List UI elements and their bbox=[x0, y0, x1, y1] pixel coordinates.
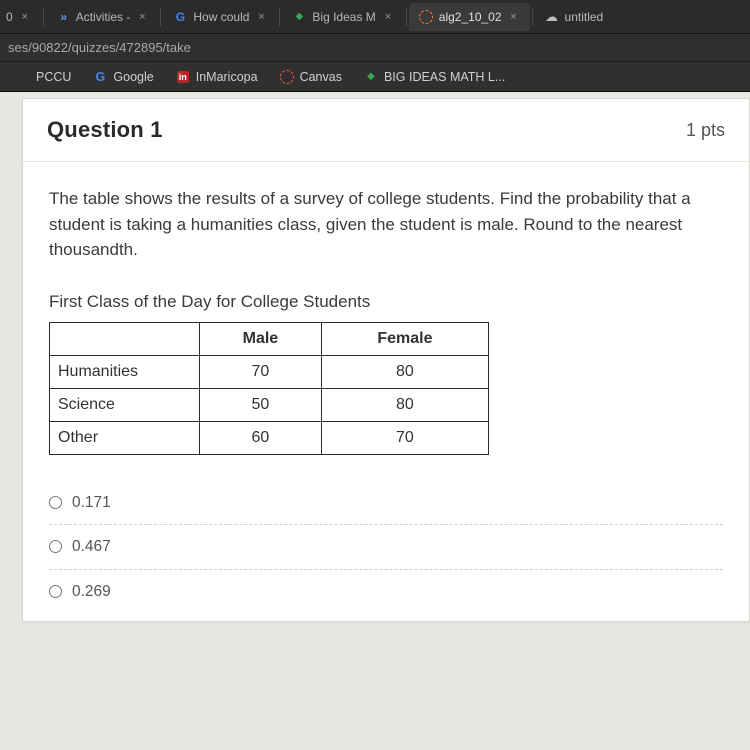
bookmark-item[interactable]: ◆ BIG IDEAS MATH L... bbox=[354, 66, 515, 88]
bookmarks-bar: PCCU G Google in InMaricopa Canvas ◆ BIG IDEAS … bbox=[0, 62, 750, 92]
table-row: Humanities7080 bbox=[50, 356, 489, 389]
table-cell: 70 bbox=[200, 356, 322, 389]
browser-tab[interactable]: alg2_10_02 × bbox=[409, 3, 530, 31]
browser-tab[interactable]: 0× bbox=[4, 3, 41, 31]
tab-label: untitled bbox=[565, 10, 604, 24]
bookmark-favicon bbox=[280, 70, 294, 84]
answer-text: 0.467 bbox=[72, 535, 111, 558]
table-title: First Class of the Day for College Stude… bbox=[49, 289, 723, 315]
bookmark-label: InMaricopa bbox=[196, 70, 258, 84]
table-cell: 60 bbox=[200, 422, 322, 455]
tab-favicon: ◆ bbox=[292, 10, 306, 24]
bookmark-favicon bbox=[16, 70, 30, 84]
tab-favicon bbox=[419, 10, 433, 24]
address-bar[interactable]: ses/90822/quizzes/472895/take bbox=[0, 34, 750, 62]
close-icon[interactable]: × bbox=[136, 11, 148, 23]
tab-favicon: » bbox=[56, 10, 70, 24]
url-fragment: ses/90822/quizzes/472895/take bbox=[8, 40, 191, 55]
bookmark-label: Canvas bbox=[300, 70, 342, 84]
survey-table: MaleFemale Humanities7080Science5080Othe… bbox=[49, 322, 489, 455]
tab-label: alg2_10_02 bbox=[439, 10, 502, 24]
bookmark-item[interactable]: in InMaricopa bbox=[166, 66, 268, 88]
browser-tab[interactable]: ◆ Big Ideas M × bbox=[282, 3, 403, 31]
table-header: Female bbox=[321, 323, 488, 356]
answer-text: 0.269 bbox=[72, 580, 111, 603]
browser-tab[interactable]: ☁ untitled bbox=[535, 3, 614, 31]
row-label: Humanities bbox=[50, 356, 200, 389]
bookmark-favicon: in bbox=[176, 70, 190, 84]
table-cell: 50 bbox=[200, 389, 322, 422]
bookmark-favicon: G bbox=[93, 70, 107, 84]
question-card: Question 1 1 pts The table shows the res… bbox=[22, 98, 750, 622]
answer-radio[interactable] bbox=[49, 540, 62, 553]
tab-favicon: ☁ bbox=[545, 10, 559, 24]
close-icon[interactable]: × bbox=[255, 11, 267, 23]
table-cell: 80 bbox=[321, 356, 488, 389]
quiz-page: Question 1 1 pts The table shows the res… bbox=[0, 92, 750, 750]
browser-chrome: 0×»Activities -×GHow could×◆Big Ideas M×… bbox=[0, 0, 750, 92]
question-points: 1 pts bbox=[686, 120, 725, 141]
answer-option[interactable]: 0.269 bbox=[49, 572, 723, 611]
answer-option[interactable]: 0.171 bbox=[49, 483, 723, 522]
answer-option[interactable]: 0.467 bbox=[49, 527, 723, 566]
close-icon[interactable]: × bbox=[19, 11, 31, 23]
answers-list: 0.171 0.467 0.269 bbox=[49, 483, 723, 611]
answer-radio[interactable] bbox=[49, 585, 62, 598]
tab-favicon: G bbox=[173, 10, 187, 24]
bookmark-item[interactable]: Canvas bbox=[270, 66, 352, 88]
bookmark-label: Google bbox=[113, 70, 153, 84]
bookmark-label: BIG IDEAS MATH L... bbox=[384, 70, 505, 84]
question-header: Question 1 1 pts bbox=[23, 99, 749, 162]
bookmark-label: PCCU bbox=[36, 70, 71, 84]
tab-label-partial: 0 bbox=[6, 10, 13, 24]
question-prompt: The table shows the results of a survey … bbox=[49, 186, 723, 263]
table-cell: 70 bbox=[321, 422, 488, 455]
question-body: The table shows the results of a survey … bbox=[23, 162, 749, 621]
answer-text: 0.171 bbox=[72, 491, 111, 514]
browser-tab[interactable]: G How could × bbox=[163, 3, 277, 31]
browser-tab[interactable]: » Activities - × bbox=[46, 3, 159, 31]
table-row: Other6070 bbox=[50, 422, 489, 455]
bookmark-item[interactable]: PCCU bbox=[6, 66, 81, 88]
table-header bbox=[50, 323, 200, 356]
table-cell: 80 bbox=[321, 389, 488, 422]
row-label: Other bbox=[50, 422, 200, 455]
answer-radio[interactable] bbox=[49, 496, 62, 509]
row-label: Science bbox=[50, 389, 200, 422]
bookmark-favicon: ◆ bbox=[364, 70, 378, 84]
tab-strip: 0×»Activities -×GHow could×◆Big Ideas M×… bbox=[0, 0, 750, 34]
question-title: Question 1 bbox=[47, 117, 163, 143]
bookmark-item[interactable]: G Google bbox=[83, 66, 163, 88]
table-row: Science5080 bbox=[50, 389, 489, 422]
tab-label: How could bbox=[193, 10, 249, 24]
tab-label: Activities - bbox=[76, 10, 131, 24]
tab-label: Big Ideas M bbox=[312, 10, 375, 24]
close-icon[interactable]: × bbox=[382, 11, 394, 23]
table-header: Male bbox=[200, 323, 322, 356]
close-icon[interactable]: × bbox=[508, 11, 520, 23]
